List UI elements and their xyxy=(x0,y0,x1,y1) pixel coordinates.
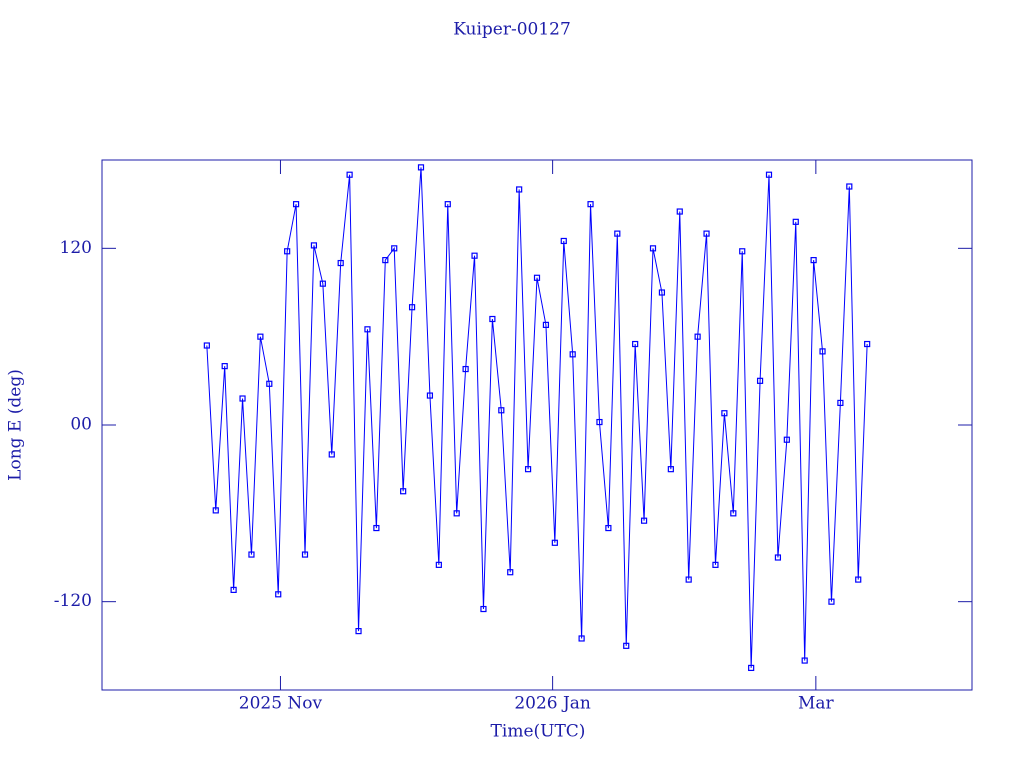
data-point xyxy=(221,363,228,370)
data-line xyxy=(206,167,868,668)
data-point xyxy=(649,245,657,252)
y-tick-label: -120 xyxy=(54,591,92,611)
data-point xyxy=(284,248,291,255)
x-tick-label: Mar xyxy=(798,694,835,714)
data-point xyxy=(498,407,505,414)
data-point xyxy=(533,274,541,281)
data-point xyxy=(212,507,219,514)
data-point xyxy=(275,591,282,598)
data-point xyxy=(676,208,683,215)
y-tick-label: 00 xyxy=(70,415,92,435)
data-point xyxy=(480,605,487,613)
data-point xyxy=(328,451,335,458)
data-point xyxy=(605,524,612,532)
data-point xyxy=(855,576,862,583)
data-point xyxy=(730,510,737,517)
data-point xyxy=(569,351,576,358)
data-point xyxy=(739,248,746,255)
data-point xyxy=(524,466,532,473)
data-point xyxy=(364,326,371,333)
data-point xyxy=(828,598,835,605)
data-point xyxy=(685,576,692,583)
data-point xyxy=(453,510,460,517)
data-point xyxy=(703,230,710,237)
data-point xyxy=(551,539,558,546)
data-point xyxy=(667,466,674,473)
data-point xyxy=(391,245,398,252)
x-tick-label: 2025 Nov xyxy=(239,694,323,714)
data-point xyxy=(257,333,264,340)
data-point xyxy=(596,418,603,426)
data-point xyxy=(587,201,594,208)
data-point xyxy=(444,201,451,208)
data-point xyxy=(712,561,719,568)
chart-title: Kuiper-00127 xyxy=(453,20,571,40)
data-point xyxy=(346,171,353,178)
data-point xyxy=(756,377,764,384)
data-point xyxy=(248,551,255,558)
data-point xyxy=(266,380,273,387)
data-point xyxy=(783,436,790,443)
data-point xyxy=(614,230,621,237)
data-point xyxy=(632,340,639,348)
data-point xyxy=(426,392,434,399)
x-tick-label: 2026 Jan xyxy=(514,694,591,714)
data-point xyxy=(748,664,755,672)
data-point xyxy=(471,252,478,259)
data-point xyxy=(301,551,309,558)
data-point xyxy=(721,410,728,417)
data-point xyxy=(239,395,246,402)
data-point xyxy=(792,218,799,225)
data-point xyxy=(310,242,318,249)
data-point xyxy=(408,304,416,311)
data-point xyxy=(837,399,844,407)
plot-frame xyxy=(101,159,973,691)
data-point xyxy=(417,164,425,171)
data-point xyxy=(462,365,469,373)
data-point xyxy=(355,628,362,635)
data-point xyxy=(864,340,871,348)
data-point xyxy=(765,171,773,178)
data-point xyxy=(373,524,380,532)
data-point xyxy=(382,257,389,264)
data-point xyxy=(658,289,666,296)
data-point xyxy=(819,348,826,355)
data-point xyxy=(203,342,210,349)
data-point xyxy=(230,586,237,593)
y-tick-label: 120 xyxy=(60,238,92,258)
data-point xyxy=(489,315,496,323)
data-point xyxy=(292,201,300,208)
data-point xyxy=(319,280,326,287)
data-point xyxy=(578,635,585,642)
y-axis-label: Long E (deg) xyxy=(6,369,26,481)
data-point xyxy=(623,642,630,649)
data-point xyxy=(560,237,567,245)
data-point xyxy=(542,321,550,328)
data-point xyxy=(801,657,808,664)
data-point xyxy=(846,183,853,190)
data-point xyxy=(516,186,523,193)
data-point xyxy=(507,569,514,576)
x-axis-label: Time(UTC) xyxy=(491,722,586,742)
data-point xyxy=(774,554,782,561)
data-point xyxy=(435,561,442,568)
data-point xyxy=(810,257,817,264)
data-point xyxy=(400,488,407,495)
data-point xyxy=(694,333,701,340)
data-point xyxy=(640,517,648,524)
data-point xyxy=(337,259,344,267)
